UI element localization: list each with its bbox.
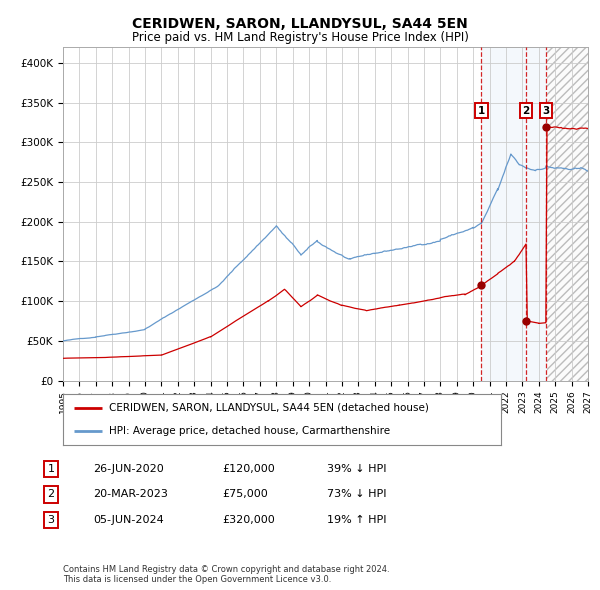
Text: CERIDWEN, SARON, LLANDYSUL, SA44 5EN: CERIDWEN, SARON, LLANDYSUL, SA44 5EN xyxy=(132,17,468,31)
Text: 39% ↓ HPI: 39% ↓ HPI xyxy=(327,464,386,474)
Text: £75,000: £75,000 xyxy=(222,490,268,499)
Text: 73% ↓ HPI: 73% ↓ HPI xyxy=(327,490,386,499)
Text: 05-JUN-2024: 05-JUN-2024 xyxy=(93,516,164,525)
Text: HPI: Average price, detached house, Carmarthenshire: HPI: Average price, detached house, Carm… xyxy=(109,427,390,437)
Bar xyxy=(481,47,547,381)
Text: 2: 2 xyxy=(523,106,530,116)
Bar xyxy=(547,47,588,381)
Bar xyxy=(547,47,588,381)
Text: Price paid vs. HM Land Registry's House Price Index (HPI): Price paid vs. HM Land Registry's House … xyxy=(131,31,469,44)
Text: 2: 2 xyxy=(47,490,55,499)
Text: Contains HM Land Registry data © Crown copyright and database right 2024.
This d: Contains HM Land Registry data © Crown c… xyxy=(63,565,389,584)
Text: 19% ↑ HPI: 19% ↑ HPI xyxy=(327,516,386,525)
Text: CERIDWEN, SARON, LLANDYSUL, SA44 5EN (detached house): CERIDWEN, SARON, LLANDYSUL, SA44 5EN (de… xyxy=(109,402,429,412)
Text: £120,000: £120,000 xyxy=(222,464,275,474)
Text: 20-MAR-2023: 20-MAR-2023 xyxy=(93,490,168,499)
Text: £320,000: £320,000 xyxy=(222,516,275,525)
Text: 1: 1 xyxy=(478,106,485,116)
Bar xyxy=(547,47,588,381)
Text: 1: 1 xyxy=(47,464,55,474)
Text: 3: 3 xyxy=(47,516,55,525)
Text: 3: 3 xyxy=(542,106,550,116)
Text: 26-JUN-2020: 26-JUN-2020 xyxy=(93,464,164,474)
